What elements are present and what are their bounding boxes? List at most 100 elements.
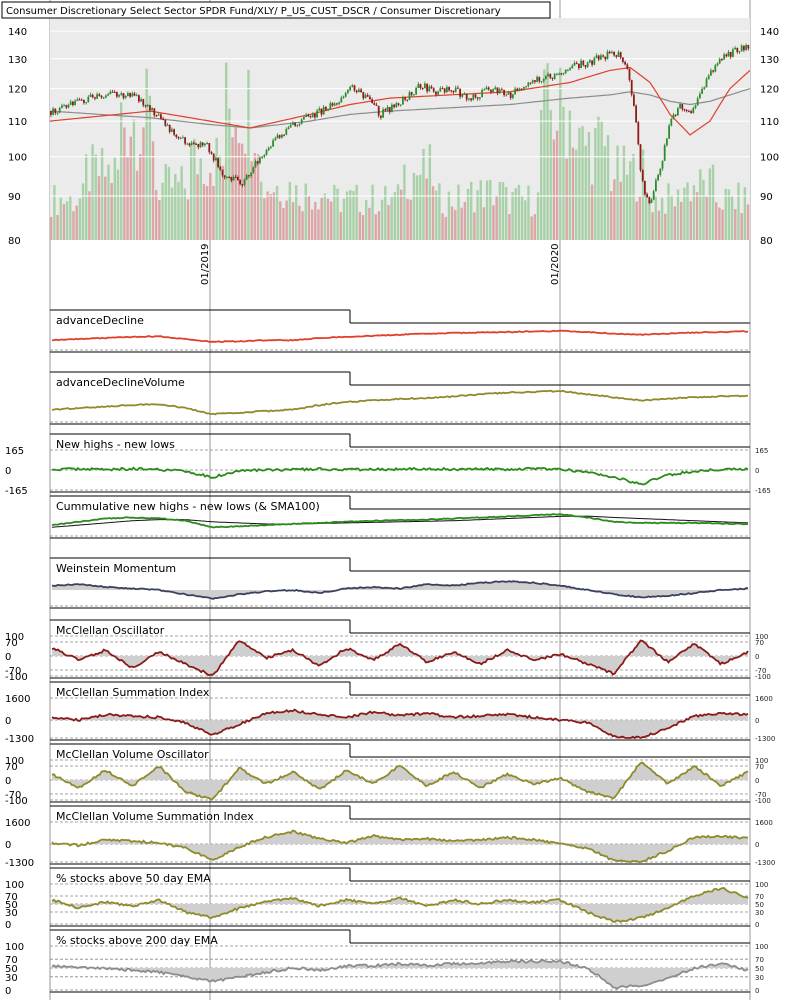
volume-bar <box>654 195 657 240</box>
candle-body <box>426 83 428 92</box>
volume-bar <box>374 214 377 240</box>
panel-y-tick-left: -165 <box>5 486 28 497</box>
candle-body <box>320 108 323 115</box>
volume-bar <box>492 205 495 240</box>
volume-bar <box>247 69 250 240</box>
volume-bar <box>600 121 603 240</box>
candle-body <box>307 115 310 117</box>
candle-body <box>237 177 239 181</box>
candle-body <box>281 134 283 138</box>
candle-body <box>201 142 204 146</box>
y-tick-right: 100 <box>760 153 779 164</box>
panel-y-tick-left: 0 <box>5 840 11 851</box>
candle-body <box>287 127 290 129</box>
candle-body <box>243 179 246 186</box>
volume-bar <box>428 144 432 240</box>
volume-bar <box>415 175 419 240</box>
panel-y-tick-left: 1600 <box>5 818 30 829</box>
volume-bar <box>190 145 193 240</box>
volume-bar <box>540 109 543 240</box>
candle-body <box>732 49 734 57</box>
candle-body <box>223 175 226 178</box>
candle-body <box>617 52 620 57</box>
candle-body <box>142 99 145 106</box>
volume-bar <box>148 95 152 240</box>
panel-y-tick-right: 1600 <box>755 819 773 827</box>
candle-body <box>615 55 618 57</box>
candle-body <box>377 105 380 116</box>
candle-body <box>65 105 68 108</box>
candle-body <box>54 108 57 113</box>
candle-body <box>681 104 684 110</box>
panel-title-10: % stocks above 50 day EMA <box>56 872 211 885</box>
candle-body <box>85 102 87 104</box>
candle-body <box>265 150 268 155</box>
panel-y-tick-left: 30 <box>5 908 18 919</box>
candle-body <box>155 115 158 117</box>
volume-bar <box>295 185 298 240</box>
candle-body <box>575 62 578 64</box>
candle-body <box>107 94 109 96</box>
candle-body <box>206 143 208 145</box>
candle-body <box>743 45 745 51</box>
volume-bar <box>695 192 699 240</box>
candle-body <box>285 128 288 135</box>
panel-y-tick-right: 0 <box>755 921 759 929</box>
candle-body <box>267 147 270 151</box>
candle-body <box>421 87 424 89</box>
panel-y-tick-right: 100 <box>755 881 768 889</box>
candle-body <box>419 84 422 88</box>
volume-bar <box>180 166 183 240</box>
ma-gray-line <box>49 88 751 129</box>
volume-bar <box>619 181 622 240</box>
candle-body <box>630 79 633 95</box>
candle-body <box>699 93 701 99</box>
volume-bar <box>88 191 91 240</box>
volume-bar <box>664 213 667 240</box>
candle-body <box>254 161 257 168</box>
volume-bar <box>501 182 505 240</box>
volume-bar <box>629 161 632 240</box>
panel-y-tick-left: 50 <box>5 964 18 975</box>
candle-body <box>734 47 736 50</box>
candle-body <box>545 76 547 79</box>
volume-bar <box>536 192 540 240</box>
volume-bar <box>610 191 613 240</box>
y-tick-left: 90 <box>8 192 21 203</box>
candle-body <box>718 59 721 64</box>
candle-body <box>457 87 459 89</box>
candle-body <box>199 142 202 148</box>
volume-bar <box>581 126 584 240</box>
candle-body <box>492 89 494 92</box>
volume-bar <box>438 183 441 240</box>
candle-body <box>534 80 536 82</box>
volume-bar <box>457 184 460 240</box>
candle-body <box>173 129 175 135</box>
panel-y-tick-left: 100 <box>5 942 24 953</box>
volume-bar <box>361 215 365 240</box>
volume-bar <box>215 137 218 240</box>
candle-body <box>428 86 431 92</box>
candle-body <box>351 85 354 87</box>
y-tick-right: 130 <box>760 55 779 66</box>
candle-body <box>604 56 607 60</box>
panel-area-fill <box>52 581 748 599</box>
candle-body <box>413 94 415 96</box>
indicator-panel-5: Weinstein Momentum <box>50 557 750 609</box>
candle-body <box>149 105 151 111</box>
volume-bar <box>240 143 244 240</box>
candle-body <box>353 85 356 91</box>
candle-body <box>531 80 534 83</box>
candle-body <box>184 137 186 144</box>
candle-body <box>578 63 580 69</box>
volume-bar <box>371 184 374 240</box>
volume-bar <box>575 149 578 240</box>
candle-body <box>659 168 662 175</box>
panel-title-3: New highs - new lows <box>56 438 175 451</box>
panel-y-tick-right: -1300 <box>755 735 775 743</box>
volume-bar <box>317 209 320 240</box>
candle-body <box>547 74 549 77</box>
candle-body <box>626 64 629 69</box>
chart-header: Consumer Discretionary Select Sector SPD… <box>1 1 551 19</box>
volume-bar <box>403 164 406 240</box>
